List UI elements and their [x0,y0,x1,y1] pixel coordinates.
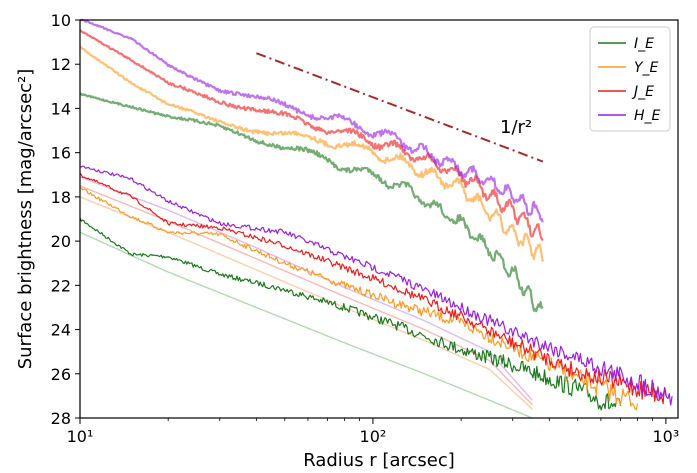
y-tick-label: 14 [51,99,71,118]
x-tick-label: 10² [360,427,387,446]
series-line-upper-3 [80,18,544,223]
y-tick-label: 16 [51,144,71,163]
y-tick-label: 18 [51,188,71,207]
series-line-model-9 [79,196,533,410]
y-tick-label: 22 [51,276,71,295]
series-line-lower-6 [79,172,667,405]
plot-frame [79,19,679,419]
series-line-lower-7 [79,165,673,406]
y-tick-label: 10 [51,11,71,30]
series-line-model-10 [79,185,533,406]
x-axis-label: Radius r [arcsec] [303,450,455,471]
plot-lines [79,18,673,419]
series-line-model-8 [79,231,533,419]
series-line-upper-0 [79,92,544,313]
inverse-square-label: 1/r² [500,117,532,138]
y-tick-label: 26 [51,365,71,384]
x-tick-label: 10³ [652,427,679,446]
x-tick-label: 10¹ [67,427,94,446]
y-tick-label: 28 [51,409,71,428]
series-line-lower-4 [79,217,622,411]
legend-label: J_E [631,84,654,100]
y-tick-label: 24 [51,321,71,340]
legend-label: Y_E [634,60,659,76]
annotation: 1/r² [256,52,544,163]
legend-label: H_E [634,108,661,124]
inverse-square-reference-line [256,52,544,163]
legend-label: I_E [634,36,654,52]
series-line-upper-1 [79,45,544,262]
y-axis-label: Surface brightness [mag/arcsec²] [15,69,36,370]
y-tick-label: 12 [51,55,71,74]
series-line-model-11 [79,176,533,401]
legend: I_E Y_E J_E H_E [589,26,671,132]
series-line-upper-2 [79,29,544,242]
legend-box [589,26,671,132]
y-tick-label: 20 [51,232,71,251]
